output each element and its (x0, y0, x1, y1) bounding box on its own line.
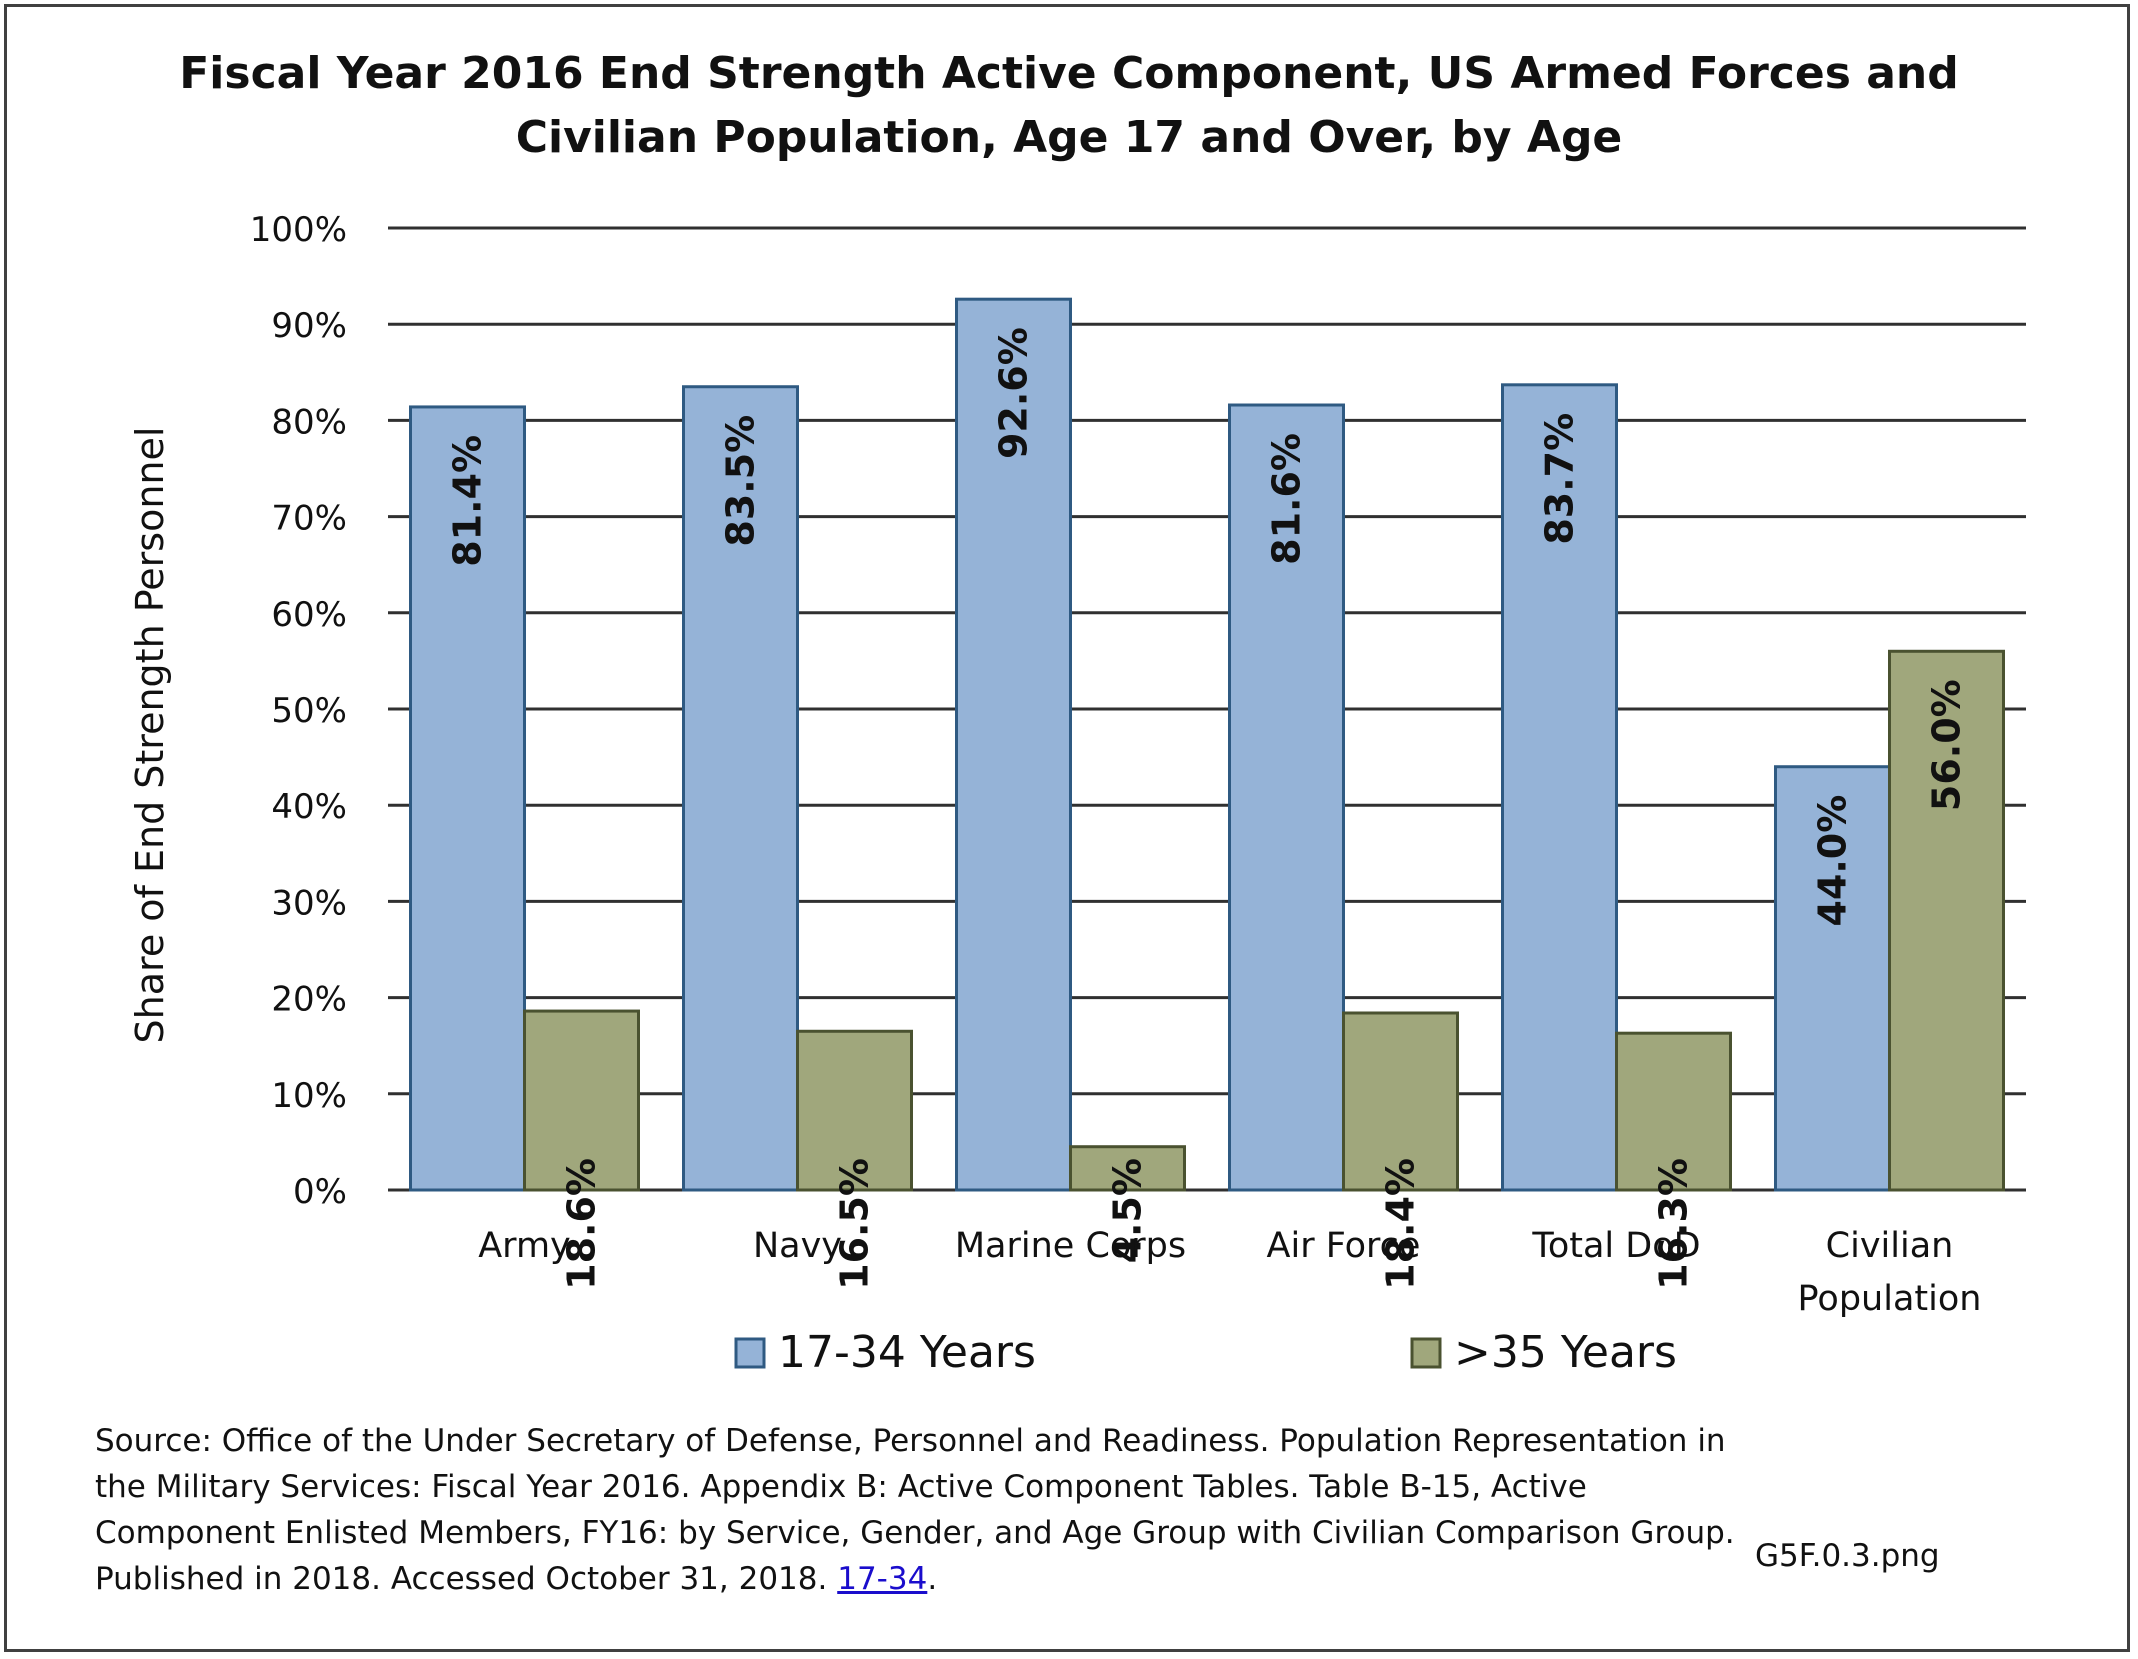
y-tick-label: 50% (271, 691, 347, 731)
legend-swatch (734, 1337, 766, 1369)
y-tick-label: 20% (271, 980, 347, 1020)
source-text: Source: Office of the Under Secretary of… (95, 1423, 1735, 1597)
gridlines (388, 226, 2026, 1192)
bar (1228, 403, 1345, 1192)
y-tick-label: 0% (293, 1172, 347, 1212)
bar (1888, 649, 2005, 1192)
chart-title-line-1: Fiscal Year 2016 End Strength Active Com… (179, 48, 1959, 99)
y-tick-label: 40% (271, 787, 347, 827)
bar-value-label: 16.3% (1652, 1158, 1696, 1290)
x-tick-label: Total DoD (1531, 1226, 1700, 1266)
bar (1774, 765, 1891, 1192)
file-label: G5F.0.3.png (1755, 1538, 1940, 1574)
y-tick-label: 100% (250, 210, 347, 250)
y-tick-label: 30% (271, 883, 347, 923)
legend: 17-34 Years >35 Years (734, 1327, 1677, 1378)
y-tick-label: 90% (271, 306, 347, 346)
source-link[interactable]: 17-34 (837, 1561, 928, 1597)
bar-value-label: 4.5% (1106, 1158, 1150, 1263)
bar (796, 1029, 913, 1192)
bar-value-label: 18.6% (560, 1158, 604, 1290)
bar-value-label: 56.0% (1925, 679, 1969, 811)
chart-title: Fiscal Year 2016 End Strength Active Com… (0, 42, 2138, 170)
bar (1501, 383, 1618, 1192)
bar (1069, 1145, 1186, 1192)
bar (682, 385, 799, 1192)
bar-value-label: 81.4% (446, 435, 490, 567)
y-tick-label: 80% (271, 402, 347, 442)
bar-value-label: 83.7% (1538, 413, 1582, 545)
bars (409, 297, 2005, 1192)
bar-value-label: 92.6% (992, 327, 1036, 459)
chart-title-line-2: Civilian Population, Age 17 and Over, by… (515, 112, 1623, 163)
x-tick-label: Air Force (1267, 1226, 1421, 1266)
bar-value-label: 81.6% (1265, 433, 1309, 565)
bar-value-label: 83.5% (719, 415, 763, 547)
bar (523, 1009, 640, 1192)
bar-value-label: 44.0% (1811, 795, 1855, 927)
bar-value-label: 18.4% (1379, 1158, 1423, 1290)
bar (1342, 1011, 1459, 1192)
x-tick-label: Marine Corps (955, 1226, 1186, 1266)
source-note: Source: Office of the Under Secretary of… (95, 1418, 1755, 1608)
data-labels: 81.4% 83.5% 92.6% 81.6% 83.7% 44.0% 18.6% 16.5%… (446, 327, 1969, 1290)
legend-label: >35 Years (1454, 1327, 1677, 1378)
bar (1615, 1031, 1732, 1192)
legend-label: 17-34 Years (778, 1327, 1036, 1378)
legend-swatch (1410, 1337, 1442, 1369)
x-tick-label: Population (1798, 1279, 1982, 1319)
y-tick-label: 60% (271, 595, 347, 635)
y-axis-label: Share of End Strength Personnel (128, 427, 172, 1044)
bar (955, 297, 1072, 1192)
x-tick-label: Army (478, 1226, 571, 1266)
x-axis-ticks: Army Navy Marine Corps Air Force Total DoD Ci… (478, 1226, 1981, 1319)
y-tick-label: 70% (271, 499, 347, 539)
bar (409, 405, 526, 1192)
y-tick-label: 10% (271, 1076, 347, 1116)
y-axis-ticks: 0% 10% 20% 30% 40% 50% 60% 70% 80% 90% 100% (250, 210, 347, 1212)
source-end: . (927, 1561, 938, 1597)
bar-value-label: 16.5% (833, 1158, 877, 1290)
x-tick-label: Civilian (1826, 1226, 1954, 1266)
x-tick-label: Navy (753, 1226, 842, 1266)
